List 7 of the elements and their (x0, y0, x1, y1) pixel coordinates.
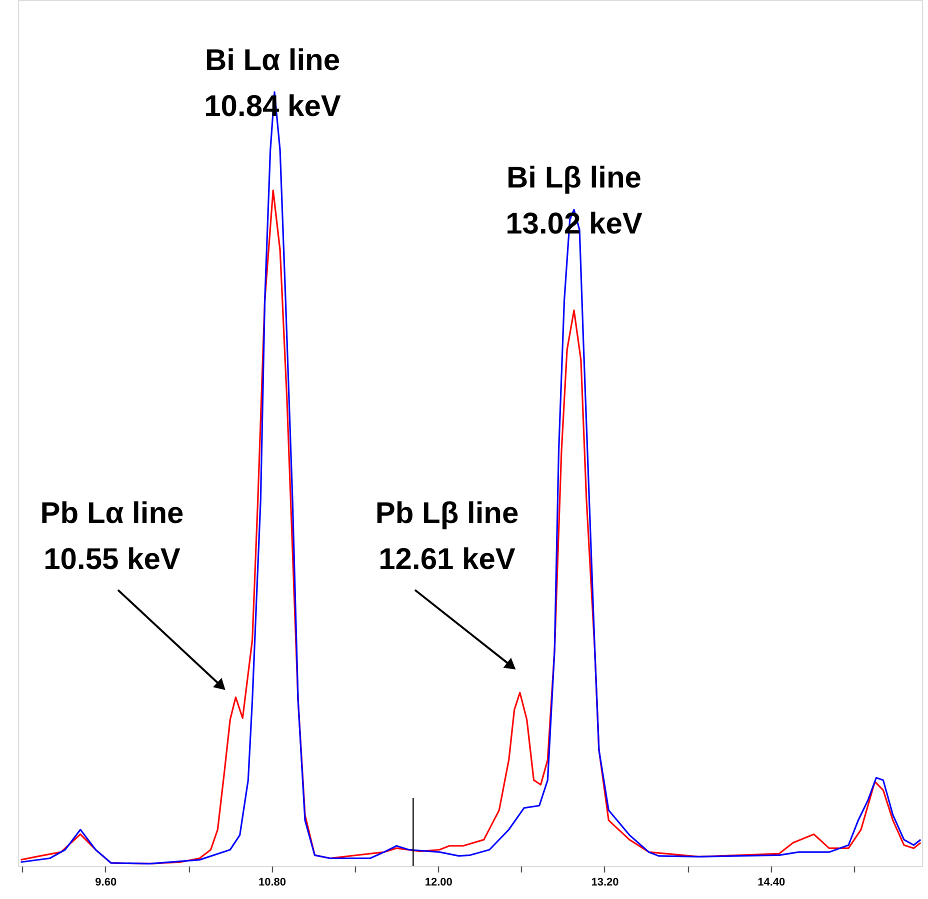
x-tick-label: 9.60 (95, 876, 117, 888)
x-tick-label: 12.00 (424, 876, 452, 888)
x-tick-label: 10.80 (258, 876, 286, 888)
annotation: Pb Lβ line 12.61 keV (375, 497, 519, 576)
x-tick-label: 13.20 (591, 876, 619, 888)
x-tick-label: 14.40 (758, 876, 786, 888)
annotation: Pb Lα line 10.55 keV (40, 497, 184, 576)
